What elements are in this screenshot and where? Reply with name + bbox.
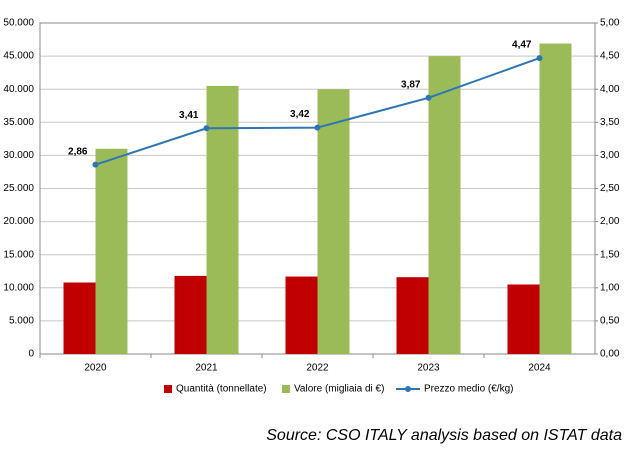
y-tick-label: 5.000 (9, 316, 34, 327)
bar (95, 148, 128, 354)
y2-tick-label: 3,00 (600, 150, 620, 161)
bar (63, 282, 96, 354)
x-tick-label: 2024 (528, 363, 551, 374)
bar (507, 284, 540, 354)
data-label: 3,87 (401, 79, 421, 90)
y-tick-label: 50.000 (3, 18, 34, 29)
y-tick-label: 15.000 (3, 249, 34, 260)
line-point (203, 125, 210, 132)
y-tick-label: 40.000 (3, 84, 34, 95)
legend-label: Valore (migliaia di €) (294, 384, 384, 395)
line-point (92, 161, 99, 168)
x-tick-label: 2020 (84, 363, 107, 374)
x-tick-label: 2022 (306, 363, 329, 374)
y2-tick-label: 0,00 (600, 349, 620, 360)
y-tick-label: 45.000 (3, 51, 34, 62)
bar (285, 276, 318, 354)
y2-tick-label: 2,50 (600, 183, 620, 194)
y-tick-label: 25.000 (3, 183, 34, 194)
y2-tick-label: 1,00 (600, 282, 620, 293)
bar (539, 43, 572, 354)
bar (174, 275, 207, 354)
bar (428, 56, 461, 354)
data-label: 3,41 (179, 110, 199, 121)
legend-swatch (405, 386, 411, 392)
x-tick-label: 2021 (195, 363, 218, 374)
legend-label: Quantità (tonnellate) (176, 384, 267, 395)
legend-swatch (164, 385, 172, 393)
y2-tick-label: 3,50 (600, 117, 620, 128)
y2-tick-label: 4,00 (600, 84, 620, 95)
y2-tick-label: 4,50 (600, 51, 620, 62)
y2-tick-label: 2,00 (600, 216, 620, 227)
line-point (536, 55, 543, 62)
line-point (425, 94, 432, 101)
x-tick-label: 2023 (417, 363, 440, 374)
legend-swatch (282, 385, 290, 393)
data-label: 3,42 (290, 109, 310, 120)
data-label: 4,47 (512, 40, 532, 51)
y2-tick-label: 5,00 (600, 18, 620, 29)
y2-tick-label: 0,50 (600, 316, 620, 327)
source-note: Source: CSO ITALY analysis based on ISTA… (266, 427, 622, 444)
y-tick-label: 35.000 (3, 117, 34, 128)
y-tick-label: 30.000 (3, 150, 34, 161)
bar (317, 89, 350, 354)
y-tick-label: 0 (28, 349, 34, 360)
legend-label: Prezzo medio (€/kg) (424, 384, 513, 395)
y-tick-label: 10.000 (3, 282, 34, 293)
bar (396, 277, 429, 354)
bar (206, 85, 239, 354)
y-tick-label: 20.000 (3, 216, 34, 227)
data-label: 2,86 (68, 146, 88, 157)
y2-tick-label: 1,50 (600, 249, 620, 260)
line-point (314, 124, 321, 131)
